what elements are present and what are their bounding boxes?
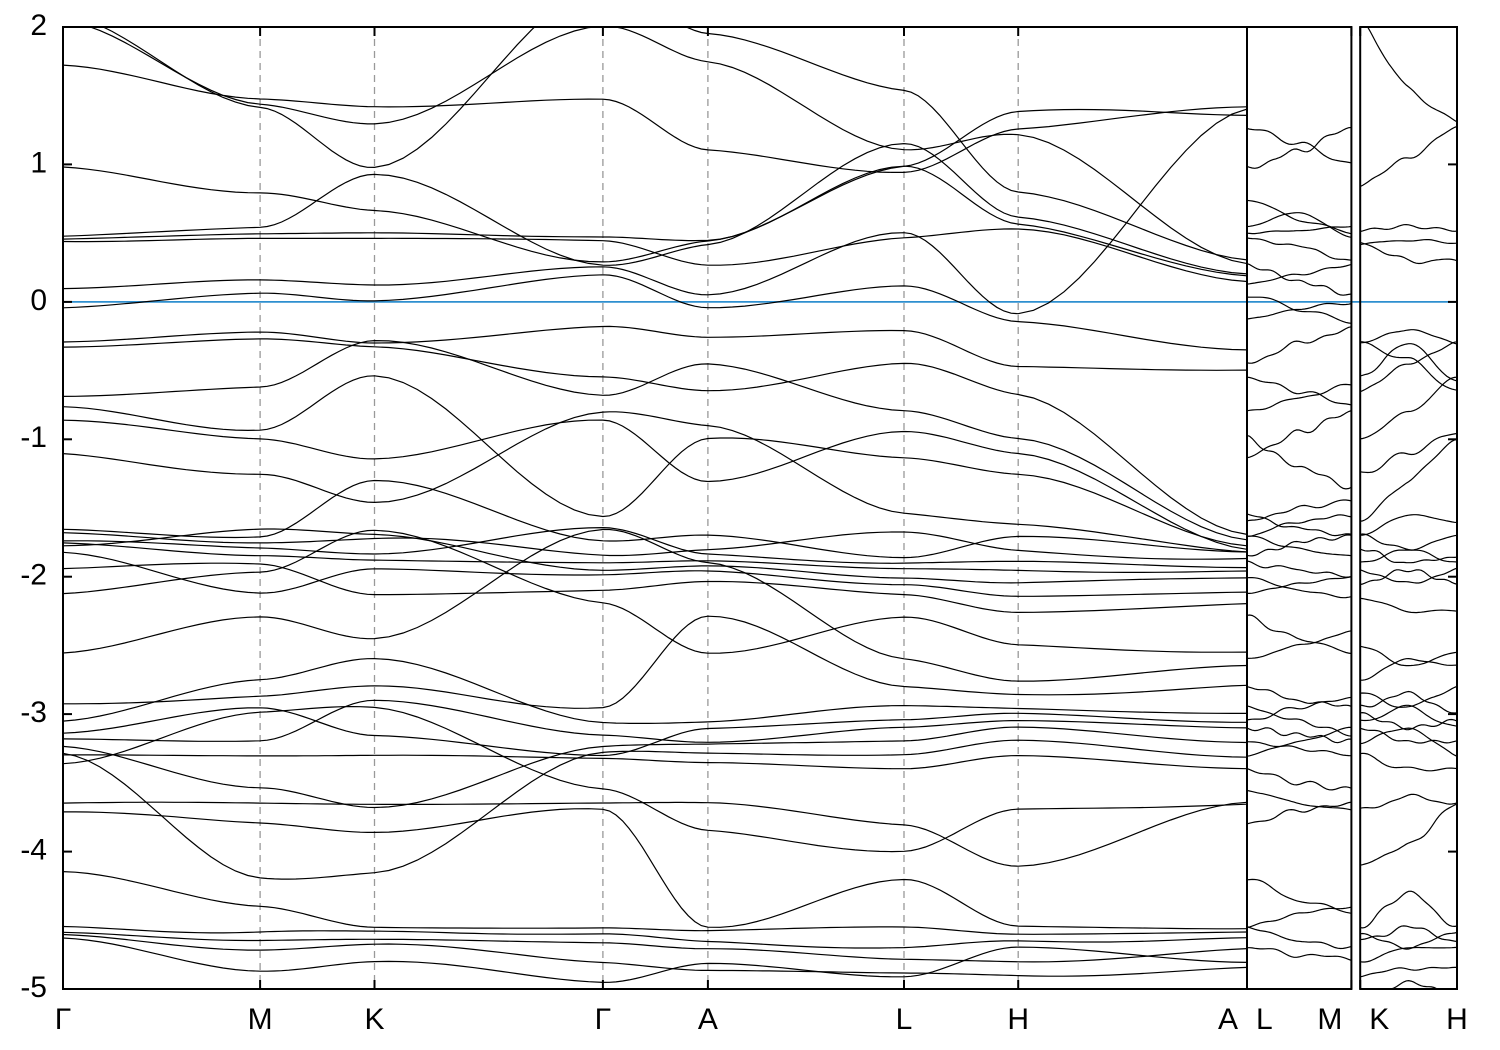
svg-text:H: H bbox=[1446, 1003, 1468, 1036]
svg-text:L: L bbox=[896, 1003, 913, 1036]
svg-text:K: K bbox=[364, 1003, 384, 1036]
svg-text:-2: -2 bbox=[20, 559, 47, 592]
svg-text:H: H bbox=[1007, 1003, 1029, 1036]
svg-text:M: M bbox=[248, 1003, 273, 1036]
svg-text:-5: -5 bbox=[20, 971, 47, 1004]
svg-text:A: A bbox=[698, 1003, 718, 1036]
svg-text:L: L bbox=[1256, 1003, 1273, 1036]
svg-text:-4: -4 bbox=[20, 834, 47, 867]
svg-text:1: 1 bbox=[30, 146, 47, 179]
svg-text:0: 0 bbox=[30, 284, 47, 317]
svg-text:-1: -1 bbox=[20, 421, 47, 454]
svg-text:M: M bbox=[1317, 1003, 1342, 1036]
svg-text:Γ: Γ bbox=[55, 1003, 72, 1036]
svg-text:A: A bbox=[1218, 1003, 1238, 1036]
svg-text:Γ: Γ bbox=[595, 1003, 612, 1036]
svg-text:K: K bbox=[1369, 1003, 1389, 1036]
svg-text:2: 2 bbox=[30, 9, 47, 42]
svg-text:-3: -3 bbox=[20, 696, 47, 729]
